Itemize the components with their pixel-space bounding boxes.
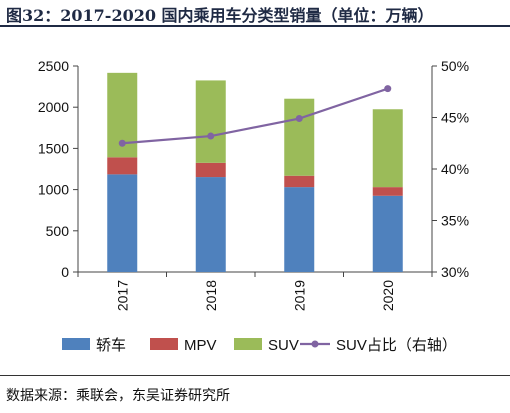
chart-title: 图32：2017-2020 国内乘用车分类型销量（单位：万辆） — [6, 6, 434, 25]
x-tick-label: 2020 — [380, 280, 396, 311]
bar-SUV — [195, 80, 226, 163]
bar-轿车 — [284, 187, 315, 272]
right-tick-label: 35% — [441, 213, 469, 229]
line-point-suv-share — [118, 139, 126, 147]
right-tick-label: 30% — [441, 264, 469, 280]
left-tick-label: 1500 — [38, 140, 69, 156]
legend-label: MPV — [184, 337, 217, 354]
bar-轿车 — [195, 177, 226, 272]
bar-MPV — [372, 187, 403, 196]
line-point-suv-share — [384, 85, 392, 93]
line-point-suv-share — [207, 132, 215, 140]
bar-MPV — [195, 162, 226, 178]
legend-swatch — [62, 338, 90, 350]
legend-label: 轿车 — [96, 337, 126, 354]
legend-line-marker — [311, 340, 319, 348]
line-point-suv-share — [295, 115, 303, 123]
left-tick-label: 1000 — [38, 182, 69, 198]
line-series-suv-share — [122, 87, 389, 145]
bar-MPV — [284, 175, 315, 188]
legend-label: SUV占比（右轴） — [336, 337, 457, 354]
source-note: 数据来源：乘联会，东吴证券研究所 — [6, 388, 230, 404]
x-tick-label: 2018 — [203, 280, 219, 311]
bar-MPV — [107, 157, 138, 175]
legend-swatch — [234, 338, 262, 350]
bar-轿车 — [107, 174, 138, 272]
x-tick-label: 2017 — [114, 280, 130, 311]
chart-area: 0 500 1000 1500 2000 2500 30% 35% 40% 45% 50% 2017 2… — [38, 58, 469, 354]
left-tick-label: 2000 — [38, 99, 69, 115]
left-tick-label: 2500 — [38, 58, 69, 74]
right-tick-label: 50% — [441, 58, 469, 74]
legend-label: SUV — [268, 337, 299, 354]
left-tick-label: 500 — [46, 223, 70, 239]
right-tick-label: 40% — [441, 161, 469, 177]
left-tick-label: 0 — [61, 264, 69, 280]
bar-轿车 — [372, 195, 403, 272]
bar-SUV — [372, 109, 403, 188]
legend-swatch — [150, 338, 178, 350]
title-divider — [0, 25, 510, 27]
x-tick-label: 2019 — [291, 280, 307, 311]
right-tick-label: 45% — [441, 110, 469, 126]
source-divider — [0, 375, 510, 376]
bar-SUV — [284, 98, 315, 176]
